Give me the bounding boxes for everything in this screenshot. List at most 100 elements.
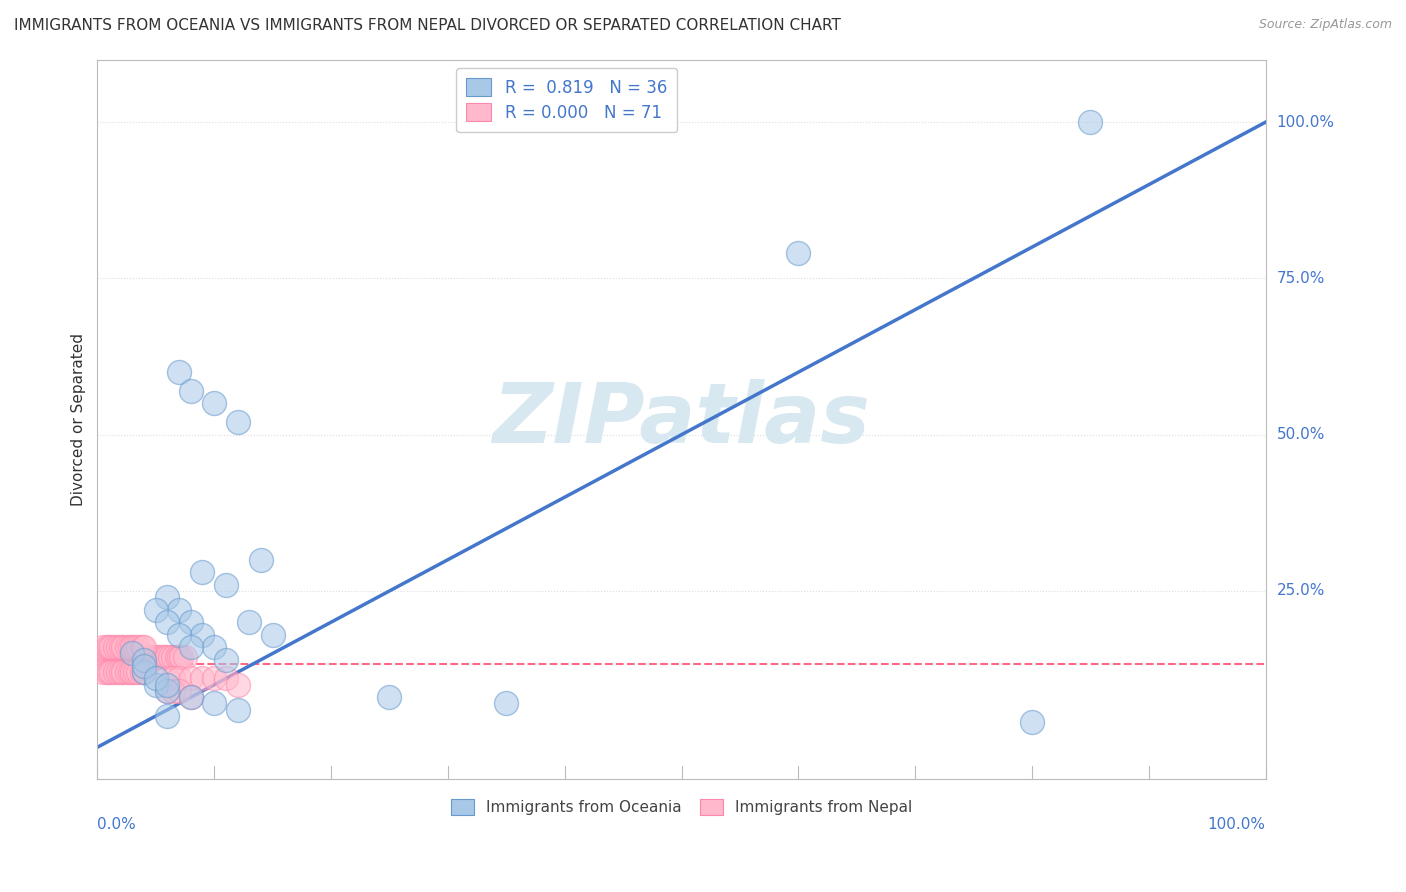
- Point: [156, 649, 179, 664]
- Point: [107, 649, 129, 664]
- Point: [162, 672, 184, 686]
- Point: [132, 659, 155, 673]
- Point: [156, 615, 179, 630]
- Point: [100, 640, 122, 655]
- Point: [1080, 115, 1102, 129]
- Point: [226, 703, 249, 717]
- Point: [96, 665, 118, 680]
- Point: [104, 665, 127, 680]
- Point: [202, 672, 225, 686]
- Text: ZIPatlas: ZIPatlas: [492, 378, 870, 459]
- Point: [202, 640, 225, 655]
- Point: [180, 384, 202, 398]
- Text: 100.0%: 100.0%: [1277, 114, 1334, 129]
- Point: [215, 578, 238, 592]
- Point: [127, 640, 149, 655]
- Text: 25.0%: 25.0%: [1277, 583, 1324, 599]
- Point: [180, 690, 202, 705]
- Legend: Immigrants from Oceania, Immigrants from Nepal: Immigrants from Oceania, Immigrants from…: [444, 793, 918, 822]
- Point: [167, 649, 190, 664]
- Point: [132, 665, 155, 680]
- Point: [127, 665, 149, 680]
- Point: [121, 649, 143, 664]
- Text: 50.0%: 50.0%: [1277, 427, 1324, 442]
- Point: [156, 678, 179, 692]
- Point: [107, 640, 129, 655]
- Point: [120, 640, 142, 655]
- Point: [115, 665, 138, 680]
- Point: [132, 653, 155, 667]
- Point: [104, 640, 127, 655]
- Point: [107, 665, 129, 680]
- Point: [156, 684, 179, 698]
- Point: [156, 591, 179, 605]
- Point: [135, 649, 157, 664]
- Point: [156, 684, 179, 698]
- Point: [495, 697, 517, 711]
- Text: IMMIGRANTS FROM OCEANIA VS IMMIGRANTS FROM NEPAL DIVORCED OR SEPARATED CORRELATI: IMMIGRANTS FROM OCEANIA VS IMMIGRANTS FR…: [14, 18, 841, 33]
- Point: [132, 665, 155, 680]
- Point: [167, 628, 190, 642]
- Point: [226, 678, 249, 692]
- Point: [145, 649, 167, 664]
- Point: [110, 640, 132, 655]
- Point: [112, 640, 135, 655]
- Point: [131, 665, 153, 680]
- Point: [153, 649, 176, 664]
- Point: [167, 603, 190, 617]
- Point: [145, 672, 167, 686]
- Point: [112, 665, 135, 680]
- Point: [191, 565, 214, 579]
- Point: [98, 649, 121, 664]
- Point: [124, 640, 146, 655]
- Point: [124, 649, 146, 664]
- Point: [226, 415, 249, 429]
- Point: [202, 396, 225, 410]
- Point: [162, 649, 184, 664]
- Point: [191, 628, 214, 642]
- Point: [167, 684, 190, 698]
- Point: [180, 672, 202, 686]
- Point: [150, 649, 173, 664]
- Point: [174, 649, 197, 664]
- Point: [96, 640, 118, 655]
- Text: 0.0%: 0.0%: [97, 817, 136, 832]
- Point: [100, 665, 122, 680]
- Point: [378, 690, 401, 705]
- Point: [146, 649, 169, 664]
- Point: [121, 665, 143, 680]
- Point: [238, 615, 260, 630]
- Point: [96, 649, 118, 664]
- Text: 75.0%: 75.0%: [1277, 271, 1324, 286]
- Text: Source: ZipAtlas.com: Source: ZipAtlas.com: [1258, 18, 1392, 31]
- Point: [98, 665, 121, 680]
- Point: [145, 603, 167, 617]
- Point: [132, 649, 155, 664]
- Point: [120, 665, 142, 680]
- Point: [132, 640, 155, 655]
- Point: [167, 672, 190, 686]
- Point: [131, 640, 153, 655]
- Point: [787, 246, 810, 260]
- Point: [112, 649, 135, 664]
- Point: [170, 649, 193, 664]
- Point: [145, 678, 167, 692]
- Point: [100, 649, 122, 664]
- Point: [215, 672, 238, 686]
- Point: [167, 365, 190, 379]
- Point: [202, 697, 225, 711]
- Point: [180, 690, 202, 705]
- Point: [156, 672, 179, 686]
- Y-axis label: Divorced or Separated: Divorced or Separated: [72, 333, 86, 506]
- Point: [159, 649, 181, 664]
- Point: [191, 672, 214, 686]
- Point: [91, 649, 114, 664]
- Point: [110, 649, 132, 664]
- Point: [166, 649, 188, 664]
- Point: [110, 665, 132, 680]
- Point: [127, 649, 149, 664]
- Point: [120, 649, 142, 664]
- Point: [124, 665, 146, 680]
- Point: [215, 653, 238, 667]
- Point: [162, 684, 184, 698]
